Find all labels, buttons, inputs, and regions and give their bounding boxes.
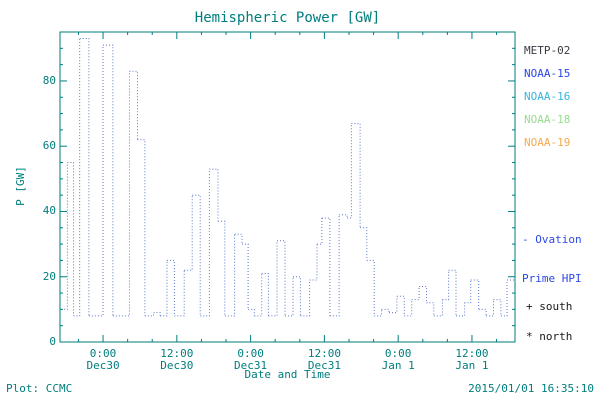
x-axis-label: Date and Time — [244, 368, 331, 381]
x-tick-label: 12:00 Jan 1 — [455, 347, 489, 372]
legend-item-noaa-15: NOAA-15 — [524, 67, 571, 80]
north-marker-legend: * north — [526, 330, 573, 343]
y-tick-label: 20 — [42, 269, 56, 283]
y-tick-label: 40 — [42, 204, 56, 218]
legend-item-noaa-19: NOAA-19 — [524, 136, 571, 149]
y-axis-label: P [GW] — [14, 166, 27, 206]
y-tick-label: 0 — [49, 335, 56, 348]
legend-item-noaa-16: NOAA-16 — [524, 90, 571, 103]
legend-item-metp-02: METP-02 — [524, 44, 571, 57]
hpi-step-line — [61, 38, 515, 317]
y-tick-label: 60 — [42, 139, 56, 153]
x-tick-label: 0:00 Jan 1 — [381, 347, 415, 372]
axes-frame — [59, 31, 516, 343]
ovation-prime-annotation: - Ovation Prime HPI — [522, 207, 582, 311]
x-tick-label: 0:00 Dec31 — [234, 347, 268, 372]
legend-item-noaa-18: NOAA-18 — [524, 113, 571, 126]
timestamp-label: 2015/01/01 16:35:10 — [468, 382, 594, 395]
south-marker-legend: + south — [526, 300, 573, 313]
chart-title: Hemispheric Power [GW] — [194, 10, 381, 26]
x-tick-label: 12:00 Dec30 — [160, 347, 194, 372]
x-tick-label: 0:00 Dec30 — [86, 347, 120, 372]
ovation-line2: Prime HPI — [522, 272, 582, 285]
y-tick-label: 80 — [42, 73, 56, 87]
plot-source-label: Plot: CCMC — [6, 382, 73, 395]
ovation-line1: - Ovation — [522, 233, 582, 246]
x-tick-label: 12:00 Dec31 — [307, 347, 341, 372]
